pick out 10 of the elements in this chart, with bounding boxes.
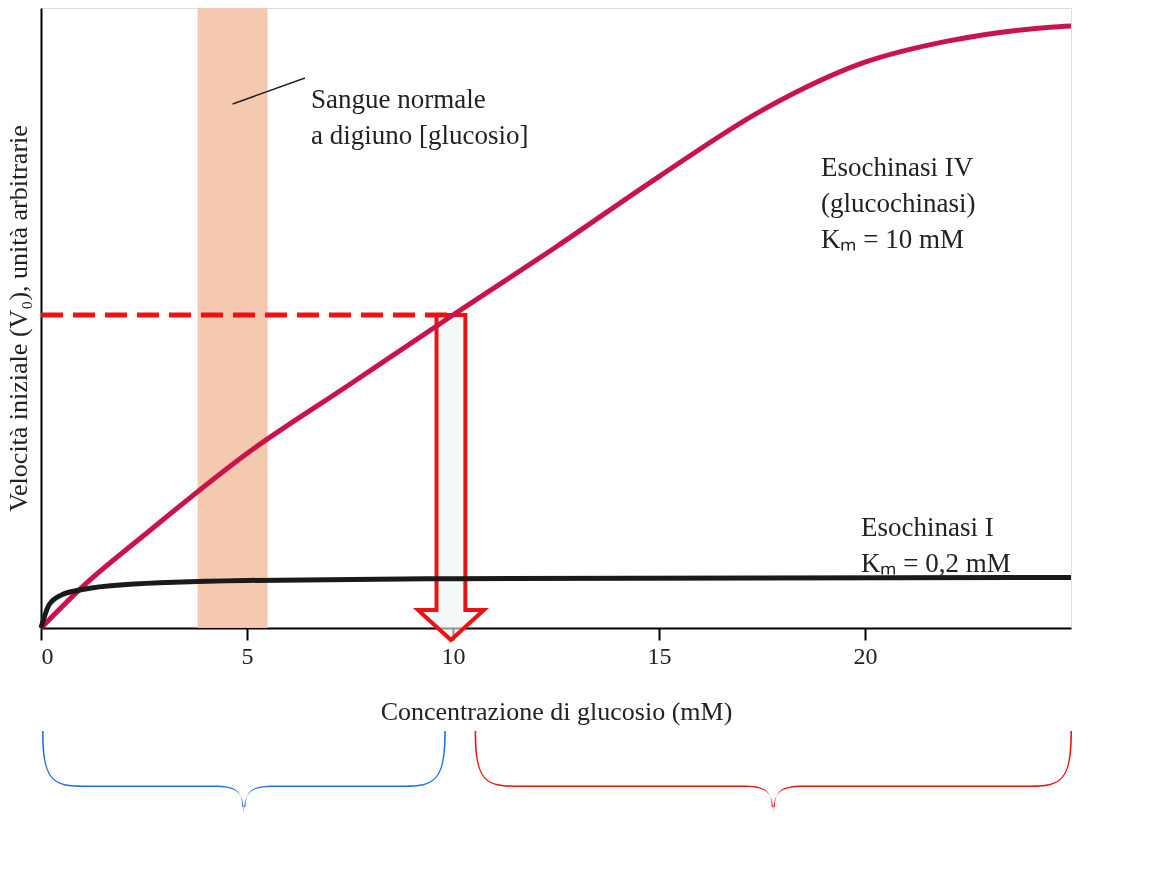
y-axis-title: Velocità iniziale (V₀), unità arbitrarie [3,125,33,512]
x-tick-label: 10 [441,642,466,669]
annotation: Esochinasi IV (glucochinasi) Kₘ = 10 mM [821,152,976,254]
x-tick-label: 15 [647,642,672,669]
annotation: Sangue normale a digiuno [glucosio] [311,84,529,150]
annotation: Esochinasi I Kₘ = 0,2 mM [861,512,1011,578]
x-axis-title: Concentrazione di glucosio (mM) [380,696,733,726]
x-tick-label: 0 [41,642,54,669]
x-tick-label: 5 [241,642,254,669]
x-tick-label: 20 [853,642,878,669]
